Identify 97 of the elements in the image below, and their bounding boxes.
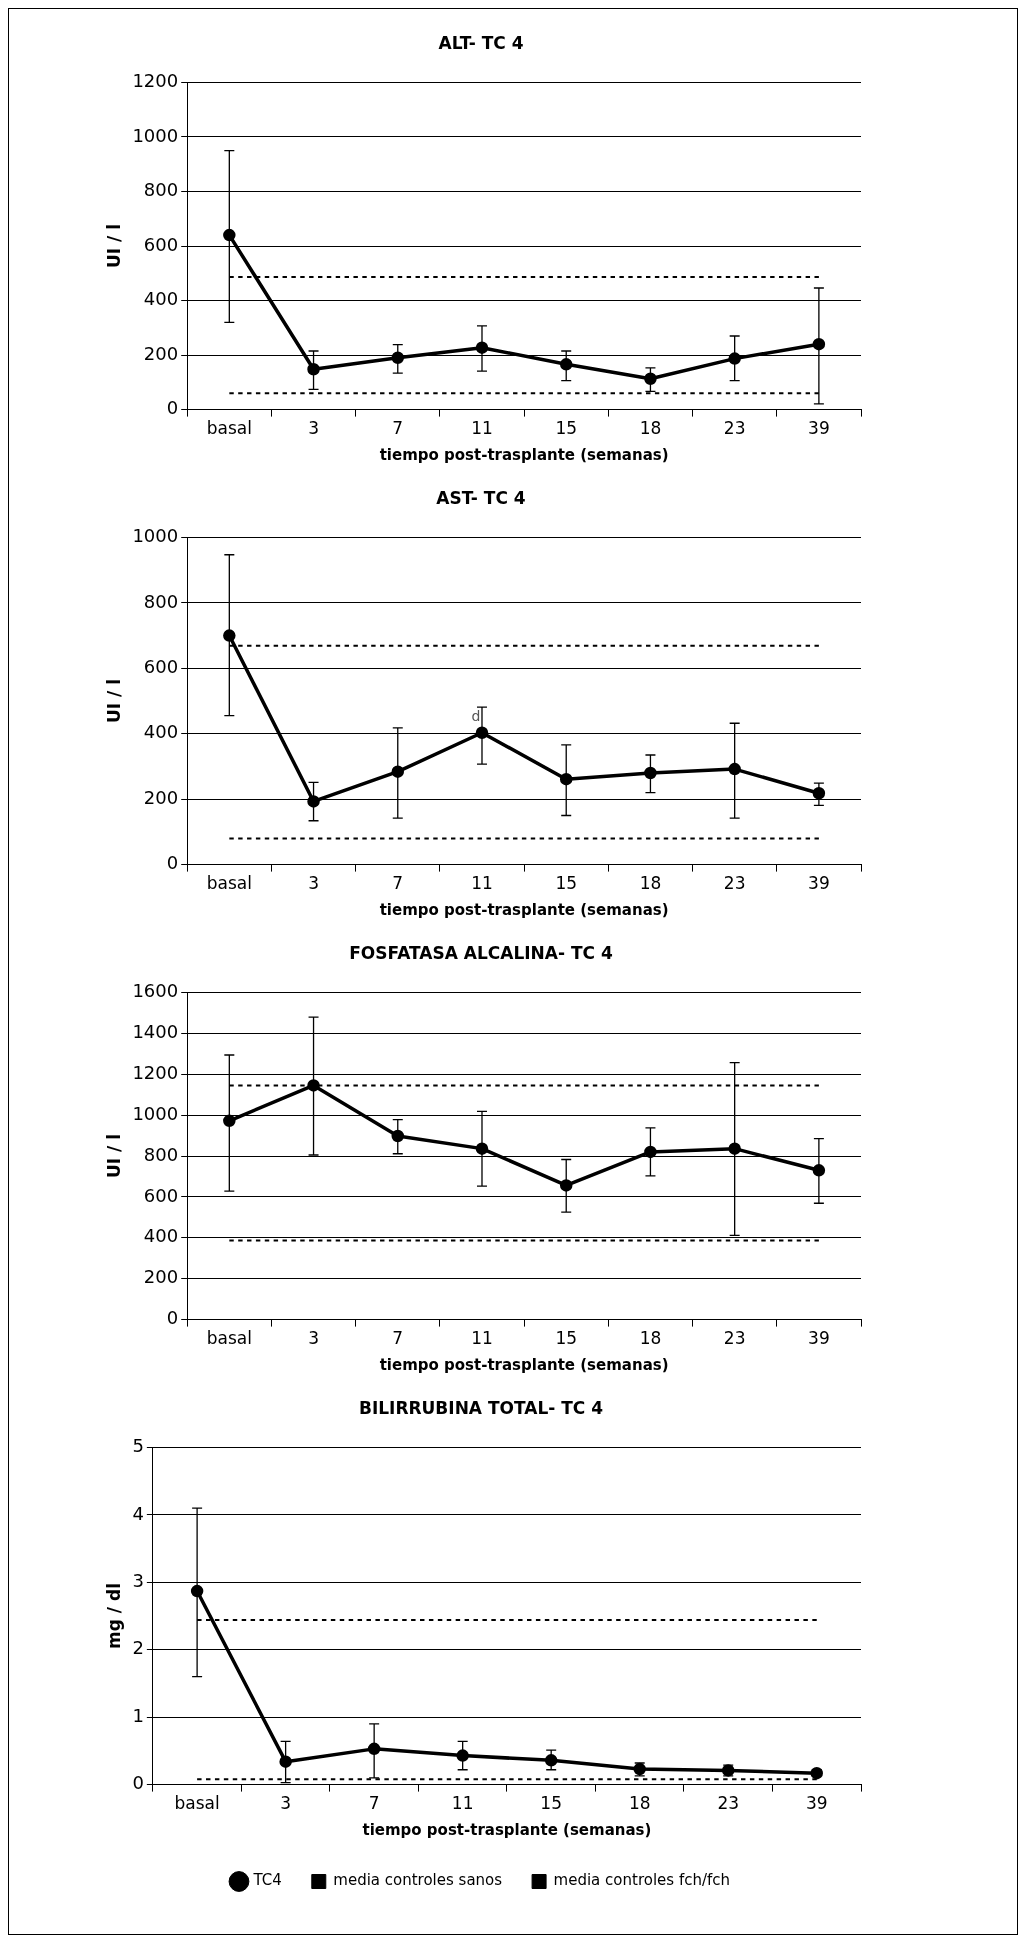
y-tick-label: 200 (143, 786, 179, 808)
y-tick-label: 600 (143, 655, 179, 677)
x-tick-label: 39 (805, 1793, 828, 1814)
x-tick-label: 15 (555, 873, 578, 894)
x-tick-label: 18 (639, 873, 662, 894)
x-tick-label: basal (206, 1328, 252, 1349)
x-tick-label: 23 (723, 1328, 746, 1349)
point (728, 762, 741, 776)
x-tick-label: 7 (392, 418, 404, 439)
chart-title: FOSFATASA ALCALINA- TC 4 (349, 942, 613, 963)
point (559, 772, 573, 786)
x-tick-label: 3 (280, 1793, 292, 1814)
x-tick-label: 18 (639, 418, 662, 439)
y-tick-label: 1 (132, 1704, 144, 1726)
x-tick-label: 39 (808, 418, 830, 439)
y-tick-label: 800 (143, 590, 179, 612)
y-tick-label: 1000 (132, 1102, 179, 1124)
x-tick-label: 23 (717, 1793, 740, 1814)
legend-label: media controles sanos (333, 1871, 503, 1890)
x-tick-label: 39 (808, 1328, 830, 1349)
y-tick-label: 600 (143, 233, 179, 255)
point (391, 765, 405, 778)
y-tick-label: 3 (132, 1569, 144, 1591)
x-axis-title: tiempo post-trasplante (semanas) (379, 900, 669, 919)
point (223, 228, 236, 242)
x-tick-label: 11 (471, 873, 493, 894)
x-tick-label: 39 (808, 873, 830, 894)
x-tick-label: 11 (471, 1328, 493, 1349)
y-tick-label: 400 (143, 288, 179, 310)
y-tick-label: 2 (132, 1637, 144, 1659)
x-tick-label: 23 (723, 418, 746, 439)
y-tick-label: 400 (143, 721, 179, 743)
point (728, 352, 741, 365)
x-axis-title: tiempo post-trasplante (semanas) (379, 1355, 669, 1374)
point (456, 1749, 469, 1762)
y-tick-label: 4 (132, 1502, 144, 1524)
x-tick-label: 3 (308, 873, 319, 894)
chart-title: AST- TC 4 (436, 487, 526, 508)
x-tick-label: 15 (540, 1793, 563, 1814)
x-tick-label: 3 (308, 1328, 319, 1349)
x-tick-label: 11 (451, 1793, 474, 1814)
y-tick-label: 0 (132, 1772, 144, 1794)
y-tick-label: 800 (143, 179, 179, 201)
y-tick-label: 1200 (132, 1061, 179, 1083)
legend-label: TC4 (252, 1871, 282, 1890)
y-tick-label: 400 (143, 1225, 179, 1247)
y-tick-label: 1200 (132, 70, 179, 92)
x-tick-label: 18 (639, 1328, 662, 1349)
point (279, 1755, 292, 1768)
y-tick-label: 0 (166, 852, 179, 874)
point (644, 766, 657, 780)
y-tick-label: 1000 (132, 525, 179, 547)
x-tick-label: 11 (471, 418, 493, 439)
y-tick-label: 0 (166, 1307, 179, 1329)
x-tick-label: 15 (555, 418, 578, 439)
x-axis-title: tiempo post-trasplante (semanas) (379, 445, 669, 464)
point (223, 629, 236, 642)
x-tick-label: basal (206, 418, 252, 439)
point (223, 1114, 236, 1128)
y-axis-title: mg / dl (103, 1583, 124, 1649)
y-tick-label: 600 (143, 1184, 179, 1206)
x-tick-label: 18 (628, 1793, 651, 1814)
y-tick-label: 5 (132, 1435, 144, 1457)
x-tick-label: 7 (368, 1793, 380, 1814)
x-tick-label: 15 (555, 1328, 578, 1349)
y-tick-label: 1600 (132, 980, 179, 1002)
y-tick-label: 800 (143, 1143, 179, 1165)
x-tick-label: 7 (392, 873, 404, 894)
point (644, 1145, 657, 1159)
chart-title: ALT- TC 4 (438, 32, 524, 53)
point (391, 351, 405, 365)
y-axis-title: UI / l (103, 223, 124, 269)
legend-label: media controles fch/fch (553, 1871, 731, 1890)
x-tick-label: 23 (723, 873, 746, 894)
point (559, 358, 573, 371)
y-tick-label: 1000 (132, 124, 179, 146)
y-axis-title: UI / l (103, 1133, 124, 1179)
y-tick-label: 200 (143, 342, 179, 364)
point (728, 1142, 741, 1155)
x-axis-title: tiempo post-trasplante (semanas) (362, 1820, 652, 1839)
y-tick-label: 0 (166, 397, 179, 419)
y-tick-label: 1400 (132, 1020, 179, 1042)
annotation: d (471, 708, 481, 725)
point (307, 795, 320, 808)
y-tick-label: 200 (143, 1266, 179, 1288)
x-tick-label: 7 (392, 1328, 404, 1349)
x-tick-label: basal (174, 1793, 220, 1814)
point (307, 363, 320, 376)
point (307, 1079, 320, 1092)
x-tick-label: 3 (308, 418, 319, 439)
x-tick-label: basal (206, 873, 252, 894)
point (391, 1129, 405, 1143)
point (544, 1754, 558, 1767)
point (559, 1179, 573, 1192)
point (644, 372, 657, 386)
chart-title: BILIRRUBINA TOTAL- TC 4 (358, 1397, 604, 1418)
y-axis-title: UI / l (103, 678, 124, 724)
